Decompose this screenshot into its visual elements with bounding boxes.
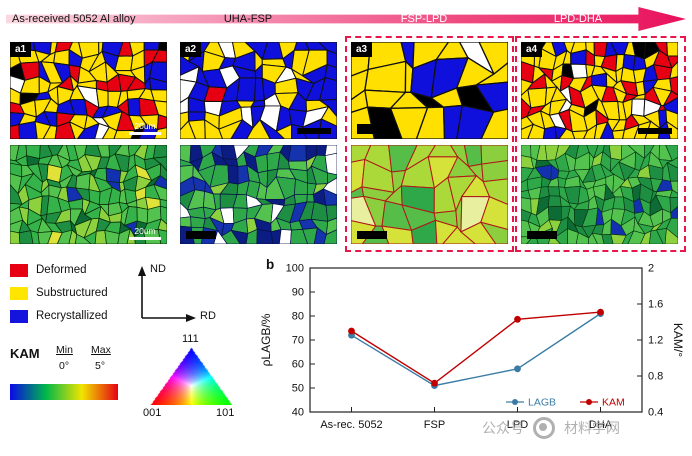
kam-map-a3 (351, 145, 508, 244)
scale-bar-line (129, 132, 161, 135)
ipf-111-label: 111 (182, 333, 199, 345)
panel-label-a4: a4 (521, 42, 543, 57)
legend-label: Recrystallized (36, 310, 108, 322)
grain-map-a1: a1 20um (10, 42, 167, 139)
micrograph-image (521, 145, 678, 244)
svg-text:60: 60 (292, 359, 304, 371)
highlight-box-lpd-dha (515, 36, 686, 252)
panel-label-a1: a1 (10, 42, 32, 57)
svg-text:100: 100 (286, 263, 304, 275)
micrograph-image (10, 145, 167, 244)
substructured-swatch (10, 286, 28, 300)
svg-text:ρLAGB/%: ρLAGB/% (259, 313, 273, 366)
svg-text:b: b (266, 257, 274, 272)
ipf-001-label: 001 (143, 407, 162, 419)
kam-map-a2 (180, 145, 337, 244)
kam-map-a1: 20um (10, 145, 167, 244)
nd-axis-label: ND (150, 263, 166, 275)
micrograph-image (180, 145, 337, 244)
svg-text:KAM: KAM (602, 397, 625, 409)
phase-legend: Deformed Substructured Recrystallized (10, 263, 108, 332)
scale-bar-line (129, 237, 161, 240)
deformed-swatch (10, 263, 28, 277)
svg-text:FSP: FSP (424, 419, 445, 431)
micrograph-image (10, 42, 167, 139)
kam-map-a4 (521, 145, 678, 244)
highlight-box-fsp-lpd (345, 36, 514, 252)
stage-label-as-received: As-received 5052 Al alloy (12, 13, 136, 25)
legend-label: Deformed (36, 264, 87, 276)
watermark-logo-dot (539, 423, 547, 431)
scale-bar-line (297, 128, 331, 134)
kam-legend-title: KAM (10, 346, 40, 361)
svg-text:2: 2 (648, 263, 654, 275)
panel-label-a2: a2 (180, 42, 202, 57)
scale-bar-text: 20um (134, 120, 156, 131)
scale-bar: 20um (129, 120, 161, 135)
kam-max-label: Max (91, 344, 111, 356)
micrograph-image (180, 42, 337, 139)
svg-text:As-rec. 5052: As-rec. 5052 (320, 419, 382, 431)
scale-bar-line (638, 128, 672, 134)
svg-text:40: 40 (292, 407, 304, 419)
legend-item-substructured: Substructured (10, 286, 108, 300)
kam-min-label: Min (56, 344, 73, 356)
nd-rd-axes-icon (138, 266, 196, 322)
legend-item-recrystallized: Recrystallized (10, 309, 108, 323)
micrograph-image (351, 145, 508, 244)
lagb-kam-chart: 40 50 60 70 80 90 100 0.4 0.8 1.2 1.6 2 As-rec. 5052… (256, 252, 686, 454)
kam-max-value: 5° (95, 360, 106, 372)
svg-text:LAGB: LAGB (528, 397, 556, 409)
svg-text:1.2: 1.2 (648, 335, 663, 347)
ipf-color-triangle (148, 347, 234, 405)
scale-bar-line (357, 231, 387, 239)
scale-bar: 20um (129, 225, 161, 240)
legend-item-deformed: Deformed (10, 263, 108, 277)
watermark-prefix-text: 公众号 (482, 420, 524, 436)
svg-text:0.4: 0.4 (648, 407, 663, 419)
chart-plot-area: 40 50 60 70 80 90 100 0.4 0.8 1.2 1.6 2 As-rec. 5052… (259, 257, 685, 431)
svg-text:50: 50 (292, 383, 304, 395)
ipf-101-label: 101 (216, 407, 235, 419)
svg-text:KAM/°: KAM/° (671, 323, 685, 357)
scale-bar-text: 20um (134, 225, 156, 236)
scale-bar-line (186, 231, 216, 239)
stage-label-fsp-lpd: FSP-LPD (400, 13, 448, 25)
grain-map-a3: a3 (351, 42, 508, 139)
svg-text:1.6: 1.6 (648, 299, 663, 311)
watermark: 公众号 材料学网 (482, 417, 620, 439)
kam-colorbar (10, 384, 118, 400)
watermark-suffix-text: 材料学网 (564, 420, 620, 436)
stage-label-uha-fsp: UHA-FSP (223, 13, 273, 25)
svg-text:90: 90 (292, 287, 304, 299)
micrograph-image (521, 42, 678, 139)
svg-text:80: 80 (292, 311, 304, 323)
grain-map-a2: a2 (180, 42, 337, 139)
watermark-logo-icon (533, 417, 555, 439)
recrystallized-swatch (10, 309, 28, 323)
svg-text:70: 70 (292, 335, 304, 347)
legend-label: Substructured (36, 287, 108, 299)
stage-label-lpd-dha: LPD-DHA (553, 13, 603, 25)
kam-min-value: 0° (59, 360, 70, 372)
scale-bar-line (357, 124, 397, 134)
svg-text:0.8: 0.8 (648, 371, 663, 383)
svg-text:LPD: LPD (507, 419, 528, 431)
rd-axis-label: RD (200, 310, 216, 322)
grain-map-a4: a4 (521, 42, 678, 139)
scale-bar-line (527, 231, 557, 239)
panel-label-a3: a3 (351, 42, 373, 57)
svg-text:DHA: DHA (589, 419, 613, 431)
